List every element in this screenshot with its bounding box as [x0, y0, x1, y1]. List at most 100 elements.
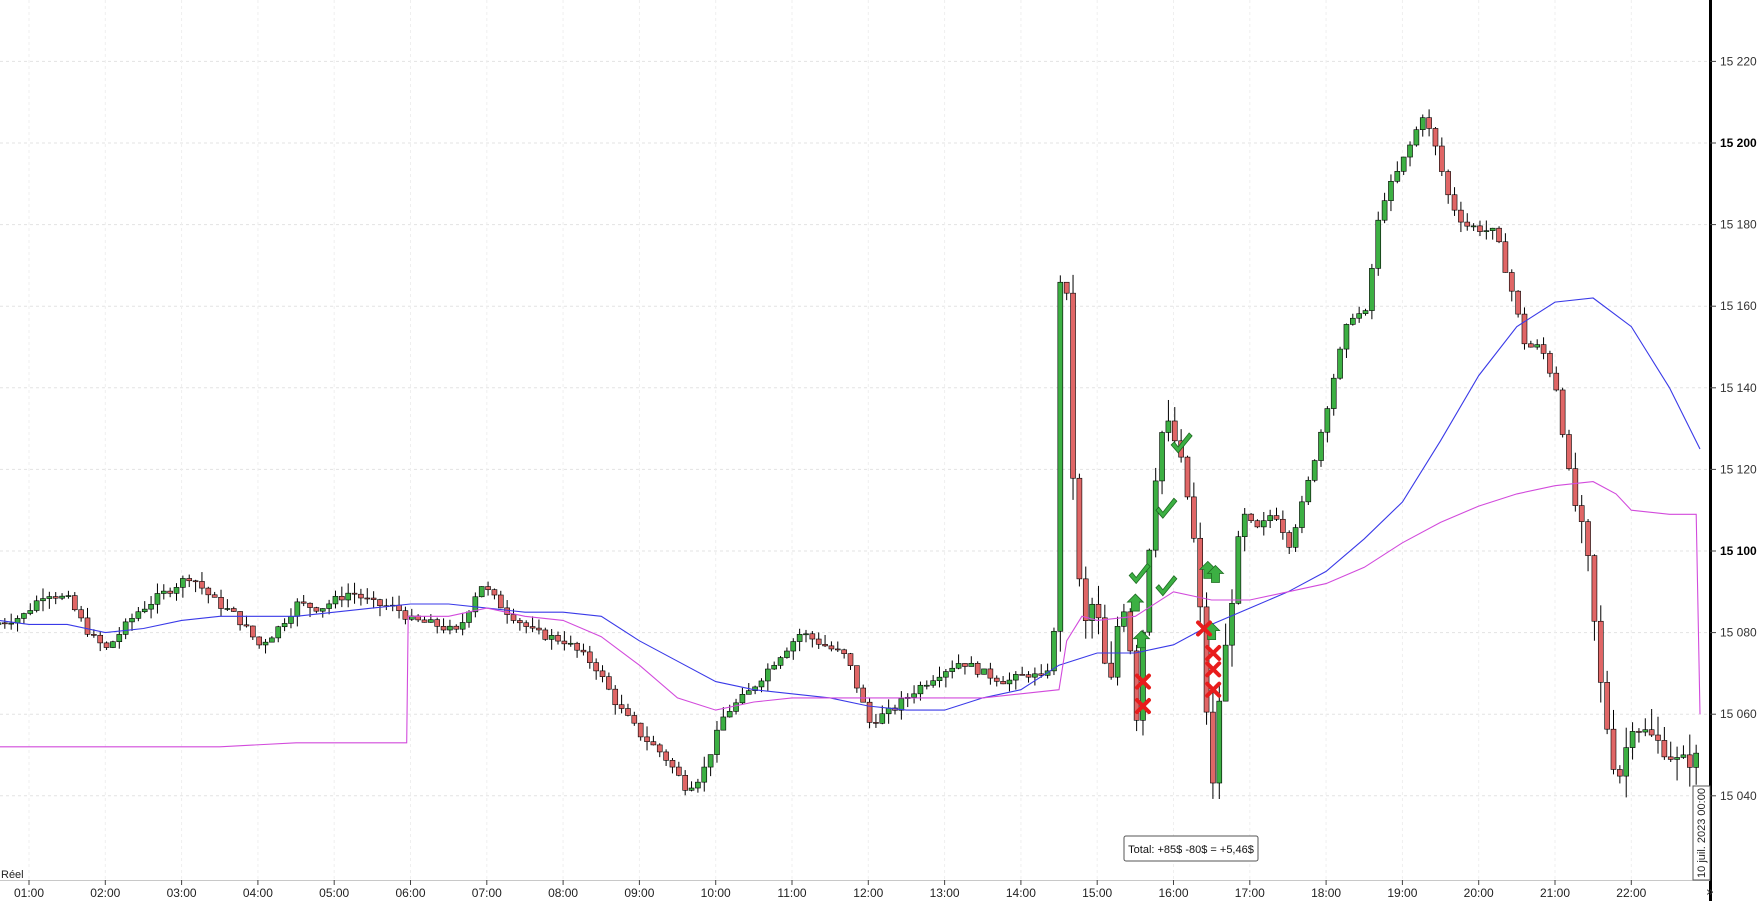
candle-down[interactable] — [1667, 756, 1674, 760]
candle-down[interactable] — [656, 744, 663, 753]
candle-down[interactable] — [52, 596, 59, 599]
candle-up[interactable] — [46, 596, 53, 599]
candle-up[interactable] — [898, 698, 905, 711]
candle-up[interactable] — [345, 592, 351, 601]
candle-up[interactable] — [733, 702, 739, 712]
candle-down[interactable] — [828, 645, 835, 650]
candle-down[interactable] — [1076, 477, 1083, 580]
candle-down[interactable] — [1661, 740, 1668, 758]
candle-down[interactable] — [1566, 434, 1572, 469]
candle-down[interactable] — [561, 640, 568, 645]
buy-arrow-icon[interactable] — [1206, 564, 1225, 583]
candle-up[interactable] — [1470, 225, 1477, 228]
candle-down[interactable] — [593, 662, 599, 672]
candle-up[interactable] — [1057, 281, 1064, 632]
candle-up[interactable] — [936, 676, 943, 682]
candle-up[interactable] — [428, 619, 434, 623]
candle-down[interactable] — [1547, 353, 1553, 374]
candle-down[interactable] — [1280, 518, 1286, 533]
candle-down[interactable] — [854, 665, 860, 689]
candle-down[interactable] — [841, 649, 847, 654]
candle-down[interactable] — [1082, 578, 1089, 621]
candle-down[interactable] — [237, 611, 243, 626]
candle-down[interactable] — [1025, 674, 1032, 678]
candle-down[interactable] — [103, 642, 110, 648]
candle-up[interactable] — [1165, 420, 1172, 433]
candle-up[interactable] — [1350, 317, 1356, 325]
candle-down[interactable] — [1458, 209, 1464, 223]
candle-up[interactable] — [1693, 752, 1699, 768]
candle-down[interactable] — [1553, 372, 1560, 391]
candle-up[interactable] — [688, 787, 695, 791]
buy-arrow-icon[interactable] — [1132, 630, 1151, 649]
candle-up[interactable] — [1032, 673, 1038, 678]
candle-down[interactable] — [1191, 496, 1197, 539]
candle-up[interactable] — [135, 611, 142, 619]
candle-up[interactable] — [466, 611, 472, 623]
candle-down[interactable] — [618, 704, 625, 709]
candle-down[interactable] — [1572, 468, 1579, 506]
candle-up[interactable] — [1260, 520, 1267, 528]
candle-up[interactable] — [1623, 747, 1630, 777]
candle-down[interactable] — [211, 594, 218, 598]
candle-down[interactable] — [339, 596, 345, 601]
candle-up[interactable] — [1006, 679, 1013, 685]
candle-up[interactable] — [745, 690, 752, 695]
candle-down[interactable] — [396, 604, 402, 611]
candle-down[interactable] — [637, 722, 644, 738]
candle-up[interactable] — [1362, 310, 1369, 314]
candle-up[interactable] — [1375, 219, 1382, 269]
candle-down[interactable] — [167, 590, 173, 594]
candle-up[interactable] — [548, 635, 555, 640]
candle-up[interactable] — [1407, 144, 1413, 158]
candle-down[interactable] — [542, 629, 549, 640]
candle-down[interactable] — [402, 610, 409, 620]
candle-down[interactable] — [536, 627, 542, 631]
candle-down[interactable] — [1000, 681, 1006, 685]
loss-cross-icon[interactable] — [1205, 645, 1222, 661]
loss-cross-icon[interactable] — [1205, 681, 1222, 698]
candle-up[interactable] — [1489, 227, 1496, 231]
candle-down[interactable] — [485, 586, 491, 590]
candle-up[interactable] — [968, 662, 975, 667]
candle-down[interactable] — [1102, 617, 1108, 664]
candle-down[interactable] — [1171, 420, 1178, 442]
candle-up[interactable] — [949, 667, 956, 672]
candle-down[interactable] — [2, 622, 8, 625]
candle-up[interactable] — [1216, 700, 1223, 784]
candle-down[interactable] — [529, 626, 536, 629]
trade-markers[interactable] — [1126, 432, 1225, 715]
candle-up[interactable] — [1369, 268, 1375, 311]
candle-down[interactable] — [1648, 729, 1655, 736]
candle-up[interactable] — [1330, 377, 1337, 409]
candle-up[interactable] — [1400, 156, 1407, 172]
candle-up[interactable] — [1381, 200, 1388, 221]
candle-up[interactable] — [1680, 754, 1687, 758]
candle-up[interactable] — [1159, 432, 1165, 482]
candle-up[interactable] — [930, 680, 936, 686]
candle-up[interactable] — [923, 684, 930, 687]
candle-up[interactable] — [148, 603, 154, 610]
candle-up[interactable] — [1629, 731, 1636, 748]
candle-up[interactable] — [1337, 348, 1343, 379]
candle-up[interactable] — [790, 641, 797, 652]
candle-up[interactable] — [1267, 515, 1273, 522]
candle-down[interactable] — [873, 722, 879, 724]
candle-up[interactable] — [1674, 757, 1680, 760]
candle-down[interactable] — [974, 662, 981, 675]
scroll-right-button[interactable]: » — [1706, 885, 1714, 900]
candle-up[interactable] — [955, 663, 962, 669]
candle-up[interactable] — [1051, 630, 1057, 672]
candle-up[interactable] — [21, 613, 27, 619]
candle-up[interactable] — [294, 601, 301, 617]
candle-down[interactable] — [370, 597, 377, 600]
candle-down[interactable] — [809, 633, 816, 640]
candle-up[interactable] — [1305, 479, 1312, 503]
candle-up[interactable] — [720, 716, 727, 731]
candle-up[interactable] — [116, 634, 123, 643]
candle-down[interactable] — [421, 619, 428, 623]
candle-down[interactable] — [1686, 754, 1693, 768]
candle-down[interactable] — [612, 688, 619, 706]
candle-down[interactable] — [1127, 611, 1134, 652]
